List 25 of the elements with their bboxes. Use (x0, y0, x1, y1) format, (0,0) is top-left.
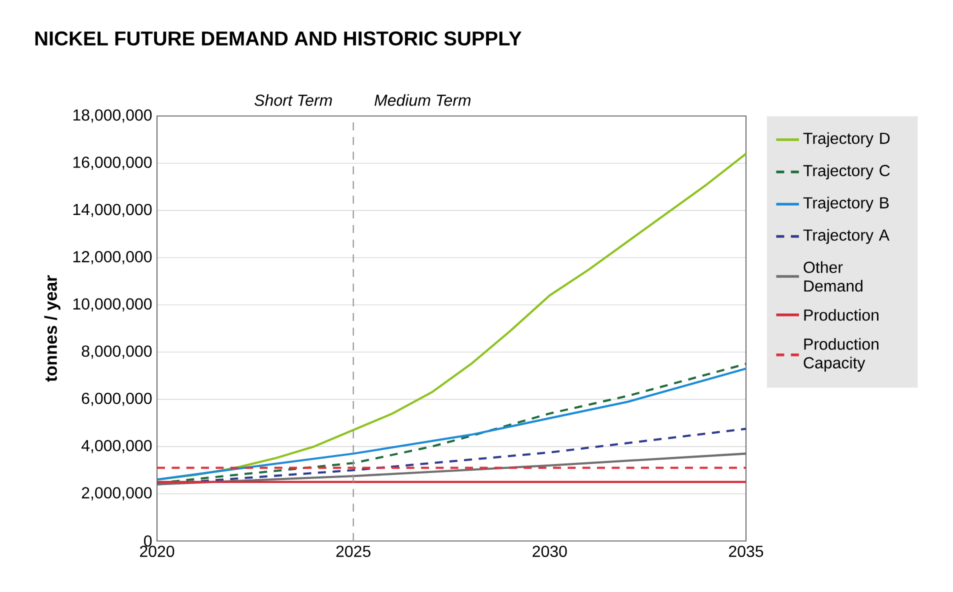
y-tick-label: 2,000,000 (82, 487, 152, 500)
text: Medium Term (374, 94, 471, 106)
x-tick-label: 2030 (532, 546, 567, 558)
legend-label: Trajectory A (803, 229, 890, 244)
chart-title: NICKEL FUTURE DEMAND AND HISTORIC SUPPLY (35, 31, 522, 46)
y-tick-label: 0 (144, 535, 152, 547)
y-tick-label: 6,000,000 (82, 392, 152, 406)
y-tick-label: 8,000,000 (82, 345, 152, 359)
text: Short Term (254, 94, 332, 106)
y-tick-label: 12,000,000 (73, 251, 152, 264)
y-tick-label: 14,000,000 (73, 204, 152, 218)
y-tick-label: 16,000,000 (73, 156, 152, 170)
y-tick-label: 18,000,000 (73, 109, 152, 123)
legend-label: Other Demand (804, 261, 862, 292)
y-tick-label: 10,000,000 (73, 298, 152, 312)
legend-label: Trajectory B (803, 196, 889, 212)
x-tick-label: 2020 (140, 546, 174, 558)
legend-label: Production Capacity (804, 338, 878, 372)
legend-label: Trajectory C (803, 164, 890, 180)
y-axis-title: tonnes / year (44, 275, 60, 382)
legend-label: Production (804, 309, 878, 321)
x-tick-label: 2035 (729, 546, 764, 558)
x-tick-label: 2025 (336, 546, 370, 558)
y-tick-label: 4,000,000 (81, 440, 152, 454)
legend-label: Trajectory D (803, 132, 890, 148)
